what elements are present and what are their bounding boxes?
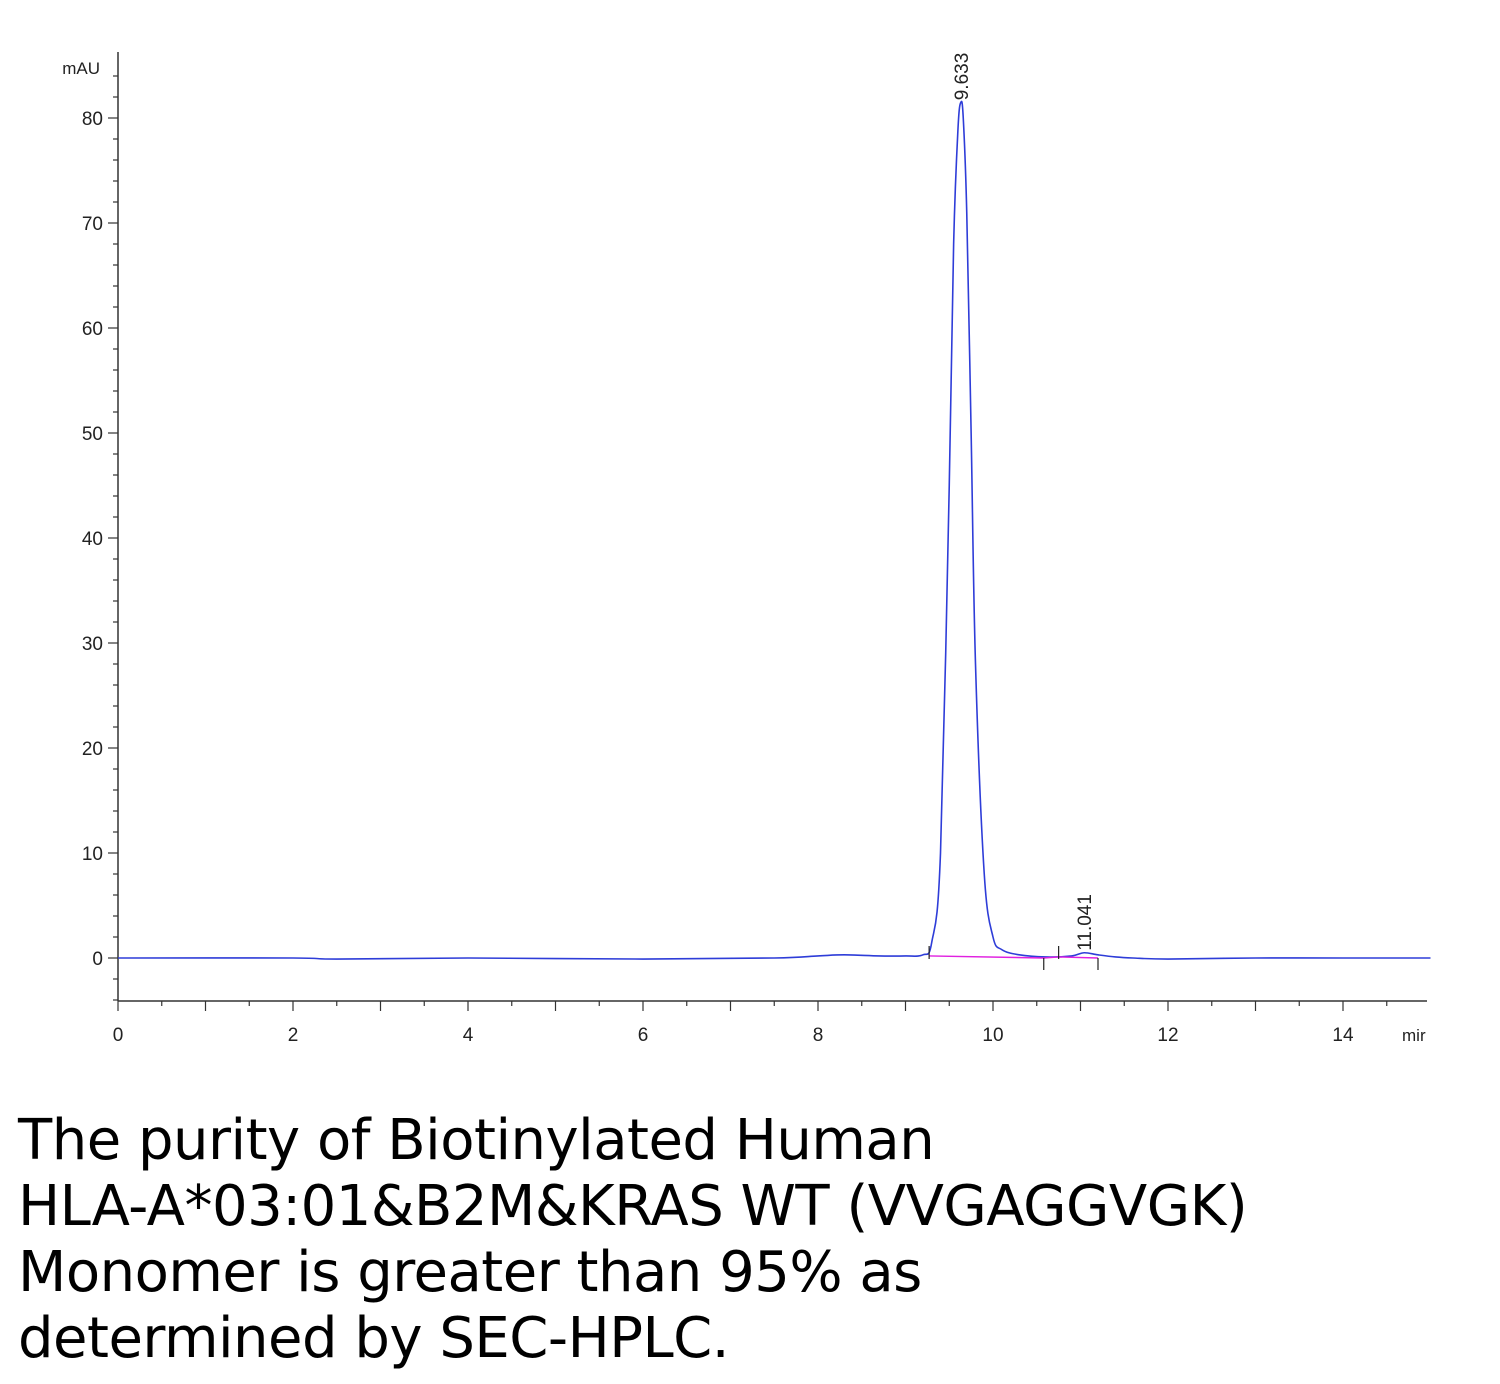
y-tick-label: 80 [82,109,103,130]
caption-line-2: HLA-A*03:01&B2M&KRAS WT (VVGAGGVGK) [18,1174,1248,1239]
caption-line-1: The purity of Biotinylated Human [18,1108,935,1173]
chromatogram-chart: 0 10 20 30 40 50 60 70 80 0 2 4 6 8 10 12 14 mAU mir 9.… [62,52,1431,1046]
y-tick-label: 30 [82,634,103,655]
y-tick-label: 20 [82,739,103,760]
x-tick-label: 0 [113,1025,124,1046]
integration-baseline [929,955,1099,959]
y-tick-label: 10 [82,844,103,865]
y-tick-label: 40 [82,529,103,550]
x-axis-unit-label: mir [1402,1026,1426,1045]
caption-line-3: Monomer is greater than 95% as [18,1240,922,1305]
x-tick-label: 14 [1332,1025,1354,1046]
x-axis-ticks: 0 2 4 6 8 10 12 14 [113,1001,1388,1046]
y-tick-label: 50 [82,424,103,445]
x-tick-label: 10 [982,1025,1003,1046]
x-tick-label: 8 [813,1025,824,1046]
signal-trace-0 [117,100,1431,960]
x-tick-label: 4 [463,1025,474,1046]
figure-caption: The purity of Biotinylated Human HLA-A*0… [18,1108,1478,1372]
plot-area [117,100,1431,970]
caption-line-4: determined by SEC-HPLC. [18,1306,730,1371]
y-tick-label: 70 [82,214,103,235]
peak-label: 9.633 [952,53,973,101]
y-axis-ticks: 0 10 20 30 40 50 60 70 80 [82,75,118,1001]
chart-axes [117,52,1427,1002]
x-tick-label: 2 [288,1025,299,1046]
peak-labels: 9.633 11.041 [952,53,1096,951]
x-tick-label: 12 [1157,1025,1178,1046]
y-tick-label: 0 [92,949,103,970]
y-axis-unit-label: mAU [62,59,100,78]
peak-label: 11.041 [1075,894,1096,951]
y-tick-label: 60 [82,319,103,340]
x-tick-label: 6 [638,1025,649,1046]
